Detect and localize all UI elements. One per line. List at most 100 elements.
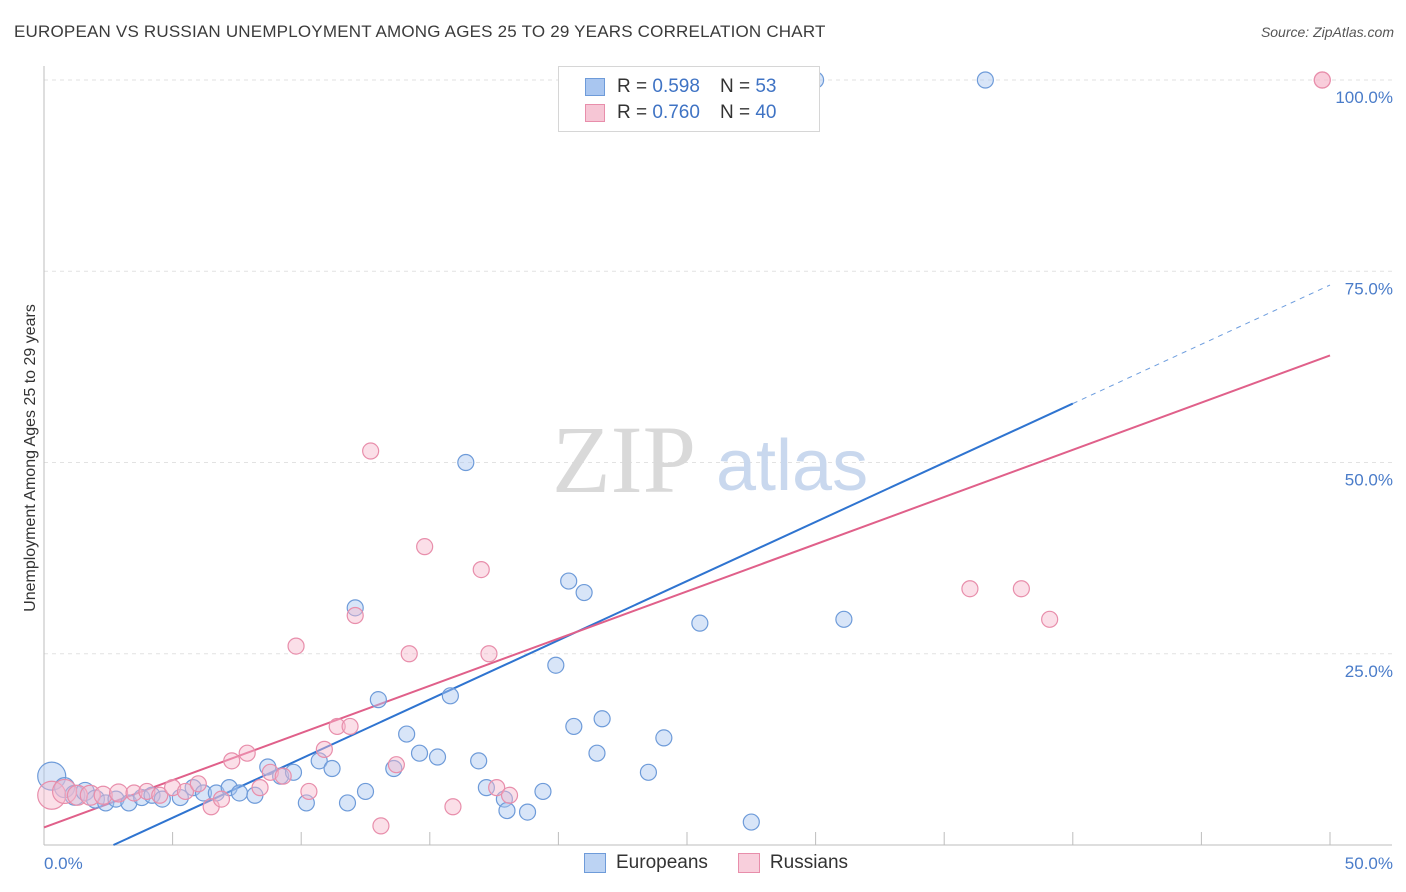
- russian-point: [125, 784, 143, 802]
- russian-point: [362, 442, 380, 460]
- russian-point: [176, 782, 195, 801]
- legend-europeans-label: Europeans: [616, 852, 708, 873]
- russian-point: [223, 752, 241, 770]
- russian-point: [315, 740, 333, 758]
- russian-point: [1012, 580, 1030, 598]
- russian-point: [138, 782, 156, 801]
- legend-russians-label: Russians: [769, 852, 849, 873]
- russians-legend-swatch: [737, 853, 760, 873]
- russian-point: [212, 790, 231, 808]
- european-point: [398, 725, 416, 743]
- legend-item-russians: Russians: [737, 852, 849, 874]
- correlation-legend: R = 0.598 N = 53 R = 0.760 N = 40: [558, 66, 820, 132]
- european-point: [588, 744, 606, 762]
- tick-labels: 25.0% 50.0% 75.0% 100.0% 0.0% 50.0%: [44, 88, 1393, 873]
- x-tick-label: 0.0%: [44, 854, 83, 873]
- legend-r-label: R =: [617, 102, 648, 123]
- european-point: [284, 763, 303, 781]
- russian-point: [328, 717, 346, 736]
- axes: [43, 66, 1392, 846]
- european-point: [565, 717, 583, 736]
- y-tick-label: 75.0%: [1345, 279, 1393, 298]
- y-axis-title: Unemployment Among Ages 25 to 29 years: [22, 304, 39, 612]
- russian-point: [300, 782, 318, 801]
- european-point: [547, 656, 565, 674]
- russian-point: [387, 756, 405, 774]
- grid-lines: [44, 79, 1392, 655]
- russian-point: [189, 775, 207, 793]
- russians-trend-line: [43, 354, 1331, 829]
- europeans-trend-line: [113, 402, 1074, 846]
- russian-point: [93, 785, 113, 805]
- legend-row-europeans: R = 0.598 N = 53: [585, 74, 776, 100]
- y-tick-label: 25.0%: [1345, 662, 1393, 681]
- legend-r-value: 0.760: [652, 102, 700, 123]
- legend-r-label: R =: [617, 76, 648, 97]
- european-point: [639, 763, 658, 781]
- europeans-swatch: [585, 78, 605, 96]
- russian-point: [261, 763, 279, 781]
- russian-point: [472, 560, 490, 579]
- russian-point: [151, 786, 169, 804]
- russian-point: [444, 798, 462, 816]
- european-point: [655, 729, 673, 747]
- russian-point: [51, 778, 78, 805]
- european-point: [518, 803, 537, 821]
- european-point: [560, 572, 578, 590]
- russian-point: [1041, 610, 1059, 628]
- european-point: [428, 748, 447, 766]
- russians-swatch: [585, 104, 605, 122]
- legend-row-russians: R = 0.760 N = 40: [585, 100, 776, 126]
- russian-point: [416, 538, 434, 556]
- europeans-trend-extension: [1072, 284, 1331, 405]
- y-tick-label: 100.0%: [1335, 88, 1393, 107]
- european-point: [356, 782, 375, 801]
- russian-point: [66, 784, 89, 806]
- legend-n-value: 40: [755, 102, 777, 123]
- russian-point: [164, 779, 182, 797]
- legend-n-label: N =: [719, 102, 751, 123]
- european-point: [742, 813, 760, 831]
- russian-point: [238, 744, 256, 762]
- russian-point: [480, 645, 498, 663]
- russian-point: [500, 786, 519, 804]
- legend-n-label: N =: [719, 76, 751, 97]
- european-point: [323, 759, 341, 778]
- european-point: [410, 744, 429, 762]
- european-point: [534, 782, 552, 801]
- european-point: [457, 453, 475, 472]
- european-point: [593, 710, 611, 728]
- russian-point: [287, 637, 305, 655]
- source-label: Source: ZipAtlas.com: [1260, 24, 1394, 40]
- european-point: [498, 801, 516, 820]
- series-legend: Europeans Russians: [584, 852, 878, 874]
- european-point: [575, 583, 593, 602]
- european-point: [976, 71, 994, 89]
- chart-title: EUROPEAN VS RUSSIAN UNEMPLOYMENT AMONG A…: [14, 22, 826, 41]
- european-point: [338, 794, 357, 812]
- european-point: [441, 687, 459, 705]
- russian-point: [372, 817, 390, 835]
- data-points: [37, 71, 1331, 835]
- european-point: [369, 691, 387, 709]
- russian-point: [346, 606, 364, 625]
- european-point: [230, 784, 249, 802]
- russian-point: [488, 779, 506, 797]
- europeans-legend-swatch: [584, 853, 606, 873]
- russian-point: [251, 779, 269, 797]
- watermark-zip: ZIP: [552, 406, 696, 513]
- russian-point: [341, 717, 359, 736]
- legend-item-europeans: Europeans: [584, 852, 708, 874]
- european-point: [470, 752, 488, 770]
- russian-point: [961, 580, 979, 598]
- european-point: [835, 610, 853, 628]
- trend-lines: [43, 284, 1331, 846]
- legend-r-value: 0.598: [652, 76, 700, 97]
- russian-point: [1313, 71, 1331, 89]
- european-point: [194, 784, 213, 802]
- russian-point: [108, 783, 129, 803]
- y-tick-label: 50.0%: [1345, 471, 1393, 490]
- european-point: [691, 614, 709, 632]
- legend-n-value: 53: [755, 76, 777, 97]
